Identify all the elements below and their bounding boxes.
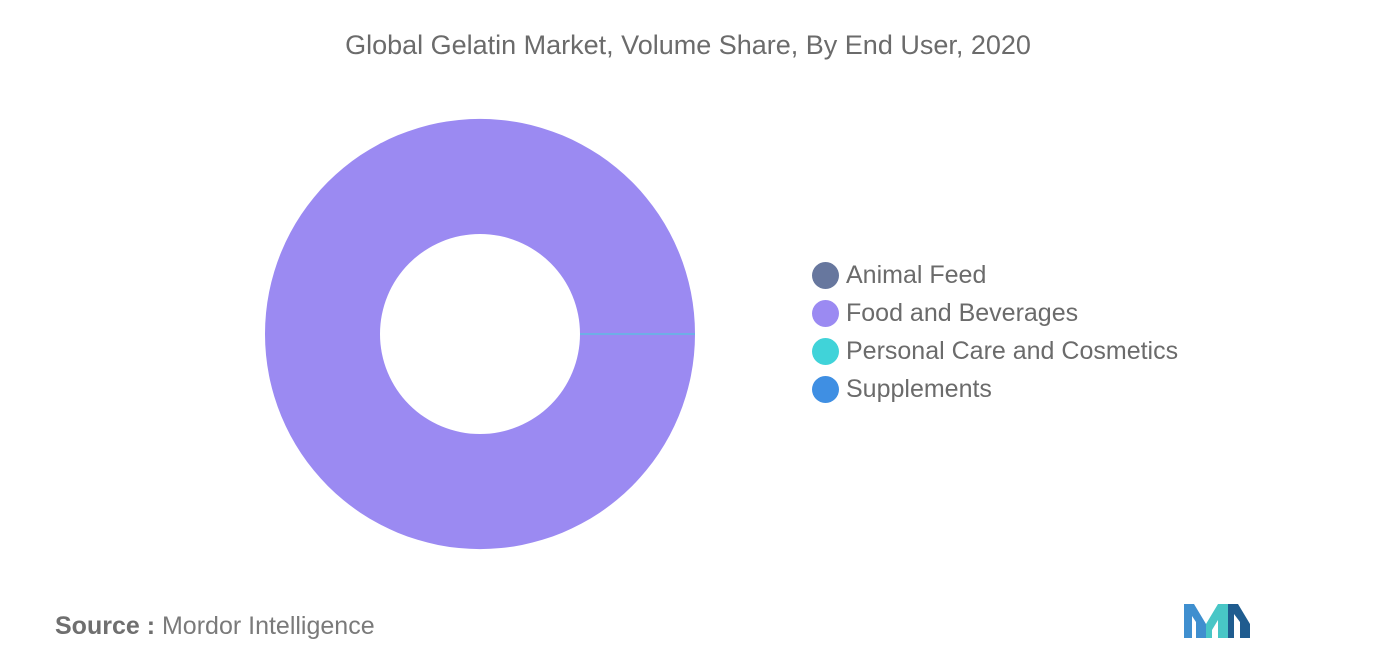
logo-right-shape bbox=[1228, 604, 1250, 638]
legend-label: Supplements bbox=[846, 374, 992, 403]
logo-left-shape bbox=[1184, 604, 1206, 638]
legend-item-food-and-beverages: Food and Beverages bbox=[812, 294, 1178, 332]
source-value: Mordor Intelligence bbox=[161, 612, 375, 640]
legend-swatch-icon bbox=[812, 375, 839, 403]
legend-item-personal-care-and-cosmetics: Personal Care and Cosmetics bbox=[812, 332, 1178, 370]
slice-food-and-beverages bbox=[264, 118, 696, 550]
source-note: Source : Mordor Intelligence bbox=[55, 612, 375, 641]
legend-swatch-icon bbox=[812, 337, 839, 365]
chart-title: Global Gelatin Market, Volume Share, By … bbox=[345, 30, 1031, 60]
mordor-intelligence-logo-icon bbox=[1184, 604, 1250, 638]
legend-item-supplements: Supplements bbox=[812, 370, 1178, 408]
legend-swatch-icon bbox=[812, 299, 839, 327]
legend-item-animal-feed: Animal Feed bbox=[812, 256, 1178, 294]
legend-swatch-icon bbox=[812, 261, 839, 289]
source-label: Source : bbox=[55, 612, 156, 640]
logo-middle-shape bbox=[1206, 604, 1228, 638]
legend-label: Animal Feed bbox=[846, 260, 987, 289]
legend-label: Food and Beverages bbox=[846, 298, 1079, 327]
chart-legend: Animal Feed Food and Beverages Personal Ca… bbox=[812, 256, 1178, 408]
legend-label: Personal Care and Cosmetics bbox=[846, 336, 1179, 365]
